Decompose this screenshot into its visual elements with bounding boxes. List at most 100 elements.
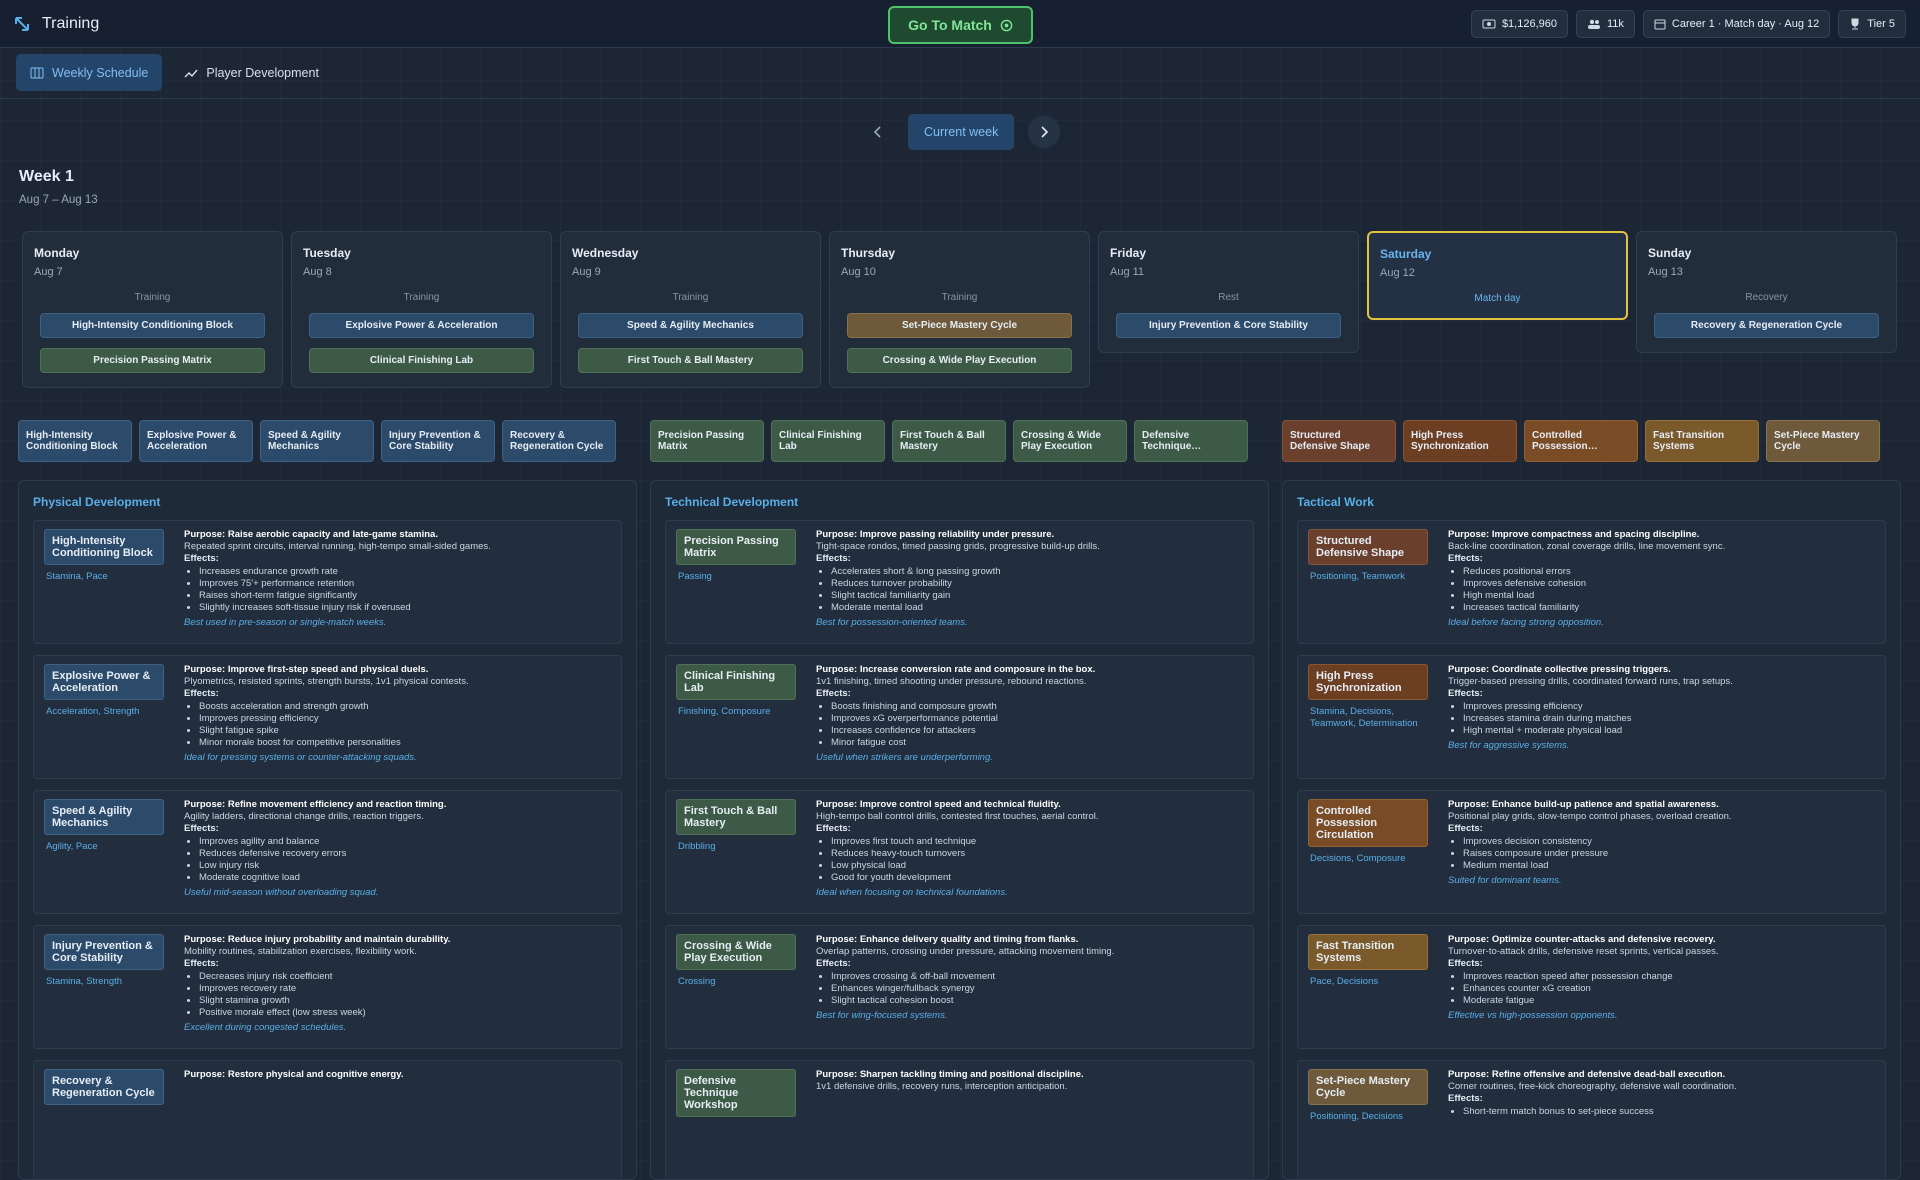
chip-label: Precision Passing Matrix	[658, 430, 745, 452]
program-card[interactable]: Fast Transition Systems Pace, Decisions Pu…	[1297, 925, 1886, 1049]
program-card[interactable]: High Press Synchronization Stamina, Decis…	[1297, 655, 1886, 779]
chip-label: Fast Transition Systems	[1653, 430, 1725, 452]
program-card[interactable]: Controlled Possession Circulation Decisio…	[1297, 790, 1886, 914]
program-chip[interactable]: Precision Passing Matrix	[650, 420, 764, 462]
effect: High mental load	[1463, 590, 1725, 602]
purpose: Purpose: Increase conversion rate and co…	[816, 664, 1095, 676]
effects-list: Decreases injury risk coefficientImprove…	[184, 971, 450, 1020]
program-chip[interactable]: High-Intensity Conditioning Block	[18, 420, 132, 462]
program-chip[interactable]: Structured Defensive Shape	[1282, 420, 1396, 462]
career: Career 1 · Match day · Aug 12	[1671, 18, 1820, 30]
week-range: Aug 7 – Aug 13	[19, 194, 98, 206]
page: Training { "header": {"title": "Training…	[0, 0, 1920, 1080]
note: Ideal when focusing on technical foundat…	[816, 887, 1008, 899]
prev-week[interactable]	[862, 116, 894, 148]
program-card[interactable]: First Touch & Ball Mastery Dribbling Purpo…	[665, 790, 1254, 914]
purpose: Purpose: Refine offensive and defensive …	[1448, 1069, 1737, 1081]
purpose: Purpose: Improve passing reliability und…	[816, 529, 1100, 541]
effect: Improves reaction speed after possession…	[1463, 971, 1719, 983]
program-card[interactable]: Defensive Technique Workshop Purpose: Sha…	[665, 1060, 1254, 1179]
session-chip[interactable]: Set-Piece Mastery Cycle	[847, 313, 1072, 338]
chevron-left	[873, 126, 881, 138]
day-card[interactable]: Friday Aug 11 Rest Injury Prevention & Core…	[1098, 231, 1359, 353]
effects-label: Effects:	[1448, 1093, 1483, 1105]
program-chip[interactable]: Defensive Technique Workshop	[1134, 420, 1248, 462]
card-left: Recovery & Regeneration Cycle	[44, 1069, 164, 1175]
program-card[interactable]: Recovery & Regeneration Cycle Purpose: Re…	[33, 1060, 622, 1179]
session-chip[interactable]: Speed & Agility Mechanics	[578, 313, 803, 338]
program-card[interactable]: Injury Prevention & Core Stability Stamin…	[33, 925, 622, 1049]
effect: Increases confidence for attackers	[831, 725, 1095, 737]
purpose-label: Purpose:	[816, 934, 858, 945]
day-status: Training	[941, 292, 978, 303]
program-chip[interactable]: First Touch & Ball Mastery	[892, 420, 1006, 462]
program-tags: Positioning, Teamwork	[1310, 571, 1405, 582]
program-chip[interactable]: Recovery & Regeneration Cycle	[502, 420, 616, 462]
program-card[interactable]: Precision Passing Matrix Passing Purpose: …	[665, 520, 1254, 644]
fans-icon	[1588, 19, 1600, 29]
next-week[interactable]	[1028, 116, 1061, 148]
effects-label: Effects:	[816, 553, 851, 565]
program-card[interactable]: Set-Piece Mastery Cycle Positioning, Deci…	[1297, 1060, 1886, 1179]
career-chip[interactable]: Career 1 · Match day · Aug 12	[1642, 10, 1831, 38]
effect: Boosts acceleration and strength growth	[199, 701, 469, 713]
day-card[interactable]: Thursday Aug 10 Training Set-Piece Mastery …	[829, 231, 1090, 388]
tab[interactable]: Player Development	[170, 54, 333, 91]
program-tags: Decisions, Composure	[1310, 853, 1406, 864]
session-chip[interactable]: Crossing & Wide Play Execution	[847, 348, 1072, 373]
tab[interactable]: Weekly Schedule	[16, 54, 163, 91]
day-card[interactable]: Tuesday Aug 8 Training Explosive Power & Ac…	[291, 231, 552, 388]
description: Plyometrics, resisted sprints, strength …	[184, 676, 469, 688]
money-chip[interactable]: $1,126,960	[1470, 10, 1568, 38]
session-chip[interactable]: First Touch & Ball Mastery	[578, 348, 803, 373]
day-card[interactable]: Sunday Aug 13 Recovery Recovery & Regenerat…	[1636, 231, 1897, 353]
program-card[interactable]: Structured Defensive Shape Positioning, T…	[1297, 520, 1886, 644]
program-badge: Clinical Finishing Lab	[676, 664, 796, 700]
session-chip[interactable]: Precision Passing Matrix	[40, 348, 265, 373]
program-chip[interactable]: Clinical Finishing Lab	[771, 420, 885, 462]
program-column: Physical Development High-Intensity Condi…	[18, 480, 637, 1180]
column-wrap: High-Intensity Conditioning Block Explosi…	[18, 420, 637, 1180]
tier-chip[interactable]: Tier 5	[1838, 10, 1906, 38]
program-chip[interactable]: Injury Prevention & Core Stability	[381, 420, 495, 462]
program-chip[interactable]: Set-Piece Mastery Cycle	[1766, 420, 1880, 462]
note: Best for possession-oriented teams.	[816, 617, 968, 629]
program-chip[interactable]: Explosive Power & Acceleration	[139, 420, 253, 462]
program-card[interactable]: Clinical Finishing Lab Finishing, Composu…	[665, 655, 1254, 779]
day-name: Wednesday	[572, 246, 639, 260]
day-status: Training	[403, 292, 440, 303]
session-chip[interactable]: Explosive Power & Acceleration	[309, 313, 534, 338]
program-chip[interactable]: Controlled Possession Circulation	[1524, 420, 1638, 462]
description: 1v1 finishing, timed shooting under pres…	[816, 676, 1087, 688]
chip-label: High-Intensity Conditioning Block	[26, 430, 118, 452]
chip-label: Injury Prevention & Core Stability	[389, 430, 481, 452]
purpose-text: Enhance delivery quality and timing from…	[859, 934, 1079, 945]
program-badge: Speed & Agility Mechanics	[44, 799, 164, 835]
program-card[interactable]: High-Intensity Conditioning Block Stamina…	[33, 520, 622, 644]
program-chip[interactable]: High Press Synchronization	[1403, 420, 1517, 462]
program-chip[interactable]: Fast Transition Systems	[1645, 420, 1759, 462]
day-card[interactable]: Saturday Aug 12 Match day	[1367, 231, 1628, 320]
purpose-label: Purpose:	[184, 1069, 226, 1080]
program-card[interactable]: Explosive Power & Acceleration Accelerati…	[33, 655, 622, 779]
day-card[interactable]: Wednesday Aug 9 Training Speed & Agility Me…	[560, 231, 821, 388]
fans-chip[interactable]: 11k	[1576, 10, 1635, 38]
program-card[interactable]: Speed & Agility Mechanics Agility, Pace Pu…	[33, 790, 622, 914]
program-tags: Positioning, Decisions	[1310, 1111, 1403, 1122]
program-card[interactable]: Crossing & Wide Play Execution Crossing Pu…	[665, 925, 1254, 1049]
day-date: Aug 11	[1110, 266, 1145, 278]
current-week-button[interactable]: Current week	[908, 114, 1015, 150]
card-body: Purpose: Increase conversion rate and co…	[816, 664, 1095, 770]
description: Corner routines, free-kick choreography,…	[1448, 1081, 1737, 1093]
day-date: Aug 12	[1380, 267, 1415, 279]
session-chip[interactable]: Injury Prevention & Core Stability	[1116, 313, 1341, 338]
go-to-match-button[interactable]: Go To Match	[888, 6, 1033, 44]
session-chip[interactable]: Recovery & Regeneration Cycle	[1654, 313, 1879, 338]
program-chip[interactable]: Crossing & Wide Play Execution	[1013, 420, 1127, 462]
day-card[interactable]: Monday Aug 7 Training High-Intensity Condit…	[22, 231, 283, 388]
purpose: Purpose: Sharpen tackling timing and pos…	[816, 1069, 1084, 1081]
session-chip[interactable]: High-Intensity Conditioning Block	[40, 313, 265, 338]
purpose-label: Purpose:	[184, 934, 226, 945]
program-chip[interactable]: Speed & Agility Mechanics	[260, 420, 374, 462]
session-chip[interactable]: Clinical Finishing Lab	[309, 348, 534, 373]
